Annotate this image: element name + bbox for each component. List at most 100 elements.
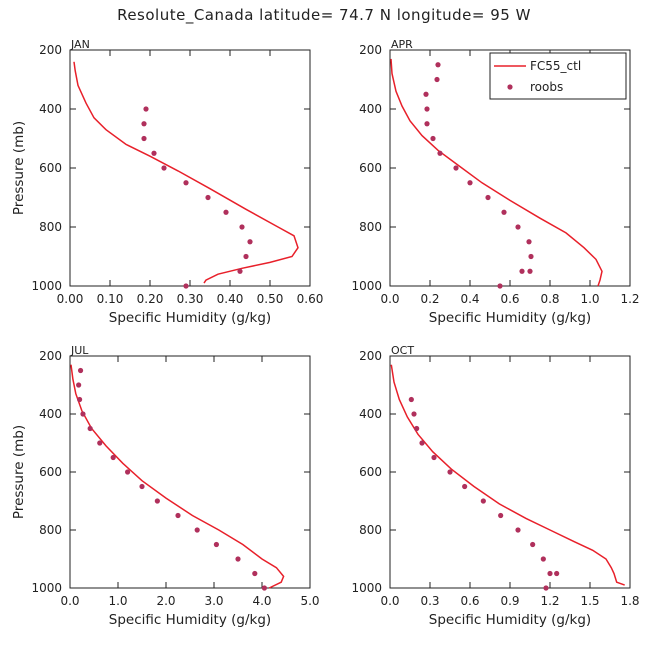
obs-point (408, 396, 414, 403)
obs-point (526, 239, 532, 245)
obs-point (530, 541, 536, 548)
obs-point (154, 498, 160, 504)
x-tick-label: 2.0 (156, 594, 175, 608)
obs-point (205, 194, 211, 201)
x-tick-label: 1.2 (620, 292, 639, 306)
y-axis-label: Pressure (mb) (11, 121, 27, 215)
x-tick-label: 1.0 (108, 594, 127, 608)
legend-box (489, 52, 627, 100)
x-axis-label: Specific Humidity (g/kg) (109, 310, 271, 326)
obs-point (223, 209, 229, 215)
y-tick-label: 400 (39, 102, 62, 116)
obs-point (424, 106, 430, 112)
obs-point (141, 135, 147, 142)
obs-point (435, 62, 441, 68)
y-tick-label: 1000 (351, 581, 382, 595)
x-tick-label: 0.6 (500, 292, 519, 306)
y-tick-label: 800 (39, 523, 62, 537)
obs-point (431, 454, 437, 461)
obs-point (527, 268, 533, 274)
obs-point (497, 283, 503, 289)
x-tick-label: 0.8 (540, 292, 559, 306)
obs-point (80, 411, 86, 417)
obs-point (161, 165, 167, 171)
obs-point (515, 527, 521, 533)
x-axis-label: Specific Humidity (g/kg) (109, 612, 271, 628)
x-tick-label: 0.3 (420, 594, 439, 608)
y-tick-label: 600 (39, 465, 62, 479)
obs-point (419, 440, 425, 446)
plot-frame (389, 355, 631, 589)
obs-point (543, 585, 549, 591)
x-tick-label: 5.0 (300, 594, 319, 608)
obs-point (141, 121, 147, 127)
y-tick-label: 600 (359, 465, 382, 479)
model-profile-line (70, 364, 285, 589)
obs-point (462, 483, 468, 490)
obs-point (87, 425, 93, 432)
figure-title: Resolute_Canada latitude= 74.7 N longitu… (117, 6, 531, 24)
x-tick-label: 1.5 (580, 594, 599, 608)
x-tick-label: 0.0 (60, 594, 79, 608)
y-tick-label: 400 (39, 407, 62, 421)
x-tick-label: 4.0 (252, 594, 271, 608)
y-tick-label: 1000 (31, 279, 62, 293)
x-tick-label: 1.2 (540, 594, 559, 608)
legend-obs-marker (507, 84, 513, 90)
panel-oct: OCT 0.0 0.3 0.6 0.9 1.2 1.5 1.8 200 400 600 800 1000… (351, 344, 639, 628)
obs-point (247, 239, 253, 245)
y-tick-label: 600 (359, 161, 382, 175)
x-tick-label: 0.4 (460, 292, 479, 306)
obs-point (467, 180, 473, 186)
panel-jan: JAN 0.00 0.10 0.20 0.30 0.40 0.50 0.60 200 400 600… (11, 38, 323, 326)
obs-point (235, 556, 241, 562)
x-tick-label: 0.30 (177, 292, 204, 306)
y-tick-label: 1000 (351, 279, 382, 293)
obs-point (237, 268, 243, 274)
obs-point (77, 396, 83, 403)
panel-label: OCT (391, 344, 414, 357)
model-profile-line (390, 58, 603, 287)
obs-point (125, 469, 131, 475)
model-profile-line (390, 364, 625, 586)
obs-point (434, 76, 440, 83)
x-axis-label: Specific Humidity (g/kg) (429, 612, 591, 628)
x-tick-label: 1.0 (580, 292, 599, 306)
obs-point (411, 411, 417, 417)
obs-point (430, 135, 436, 142)
obs-point (540, 556, 546, 562)
obs-point (519, 268, 525, 274)
obs-point (453, 165, 459, 171)
panel-label: JAN (70, 38, 90, 51)
obs-point (139, 483, 145, 490)
y-tick-label: 200 (39, 349, 62, 363)
x-tick-label: 0.0 (380, 292, 399, 306)
plot-frame (69, 49, 311, 287)
y-tick-label: 1000 (31, 581, 62, 595)
obs-point (151, 150, 157, 156)
obs-point (213, 541, 219, 548)
obs-point (194, 527, 200, 533)
y-tick-label: 200 (39, 43, 62, 57)
obs-point (547, 570, 553, 577)
y-tick-label: 800 (359, 523, 382, 537)
obs-point (528, 253, 534, 260)
obs-point (77, 367, 84, 374)
x-tick-label: 0.9 (500, 594, 519, 608)
x-tick-label: 0.60 (297, 292, 324, 306)
obs-point (252, 570, 258, 577)
obs-point (261, 585, 267, 591)
obs-point (485, 194, 491, 201)
panel-label: APR (391, 38, 413, 51)
y-tick-label: 800 (39, 220, 62, 234)
y-tick-label: 400 (359, 102, 382, 116)
obs-point (501, 209, 507, 215)
obs-point (423, 91, 429, 97)
y-tick-label: 600 (39, 161, 62, 175)
x-tick-label: 0.20 (137, 292, 164, 306)
x-tick-label: 0.2 (420, 292, 439, 306)
plot-frame (69, 355, 311, 589)
x-tick-label: 0.50 (257, 292, 284, 306)
panel-jul: JUL 0.0 1.0 2.0 3.0 4.0 5.0 200 400 600 800 1000 Spe… (11, 344, 320, 628)
